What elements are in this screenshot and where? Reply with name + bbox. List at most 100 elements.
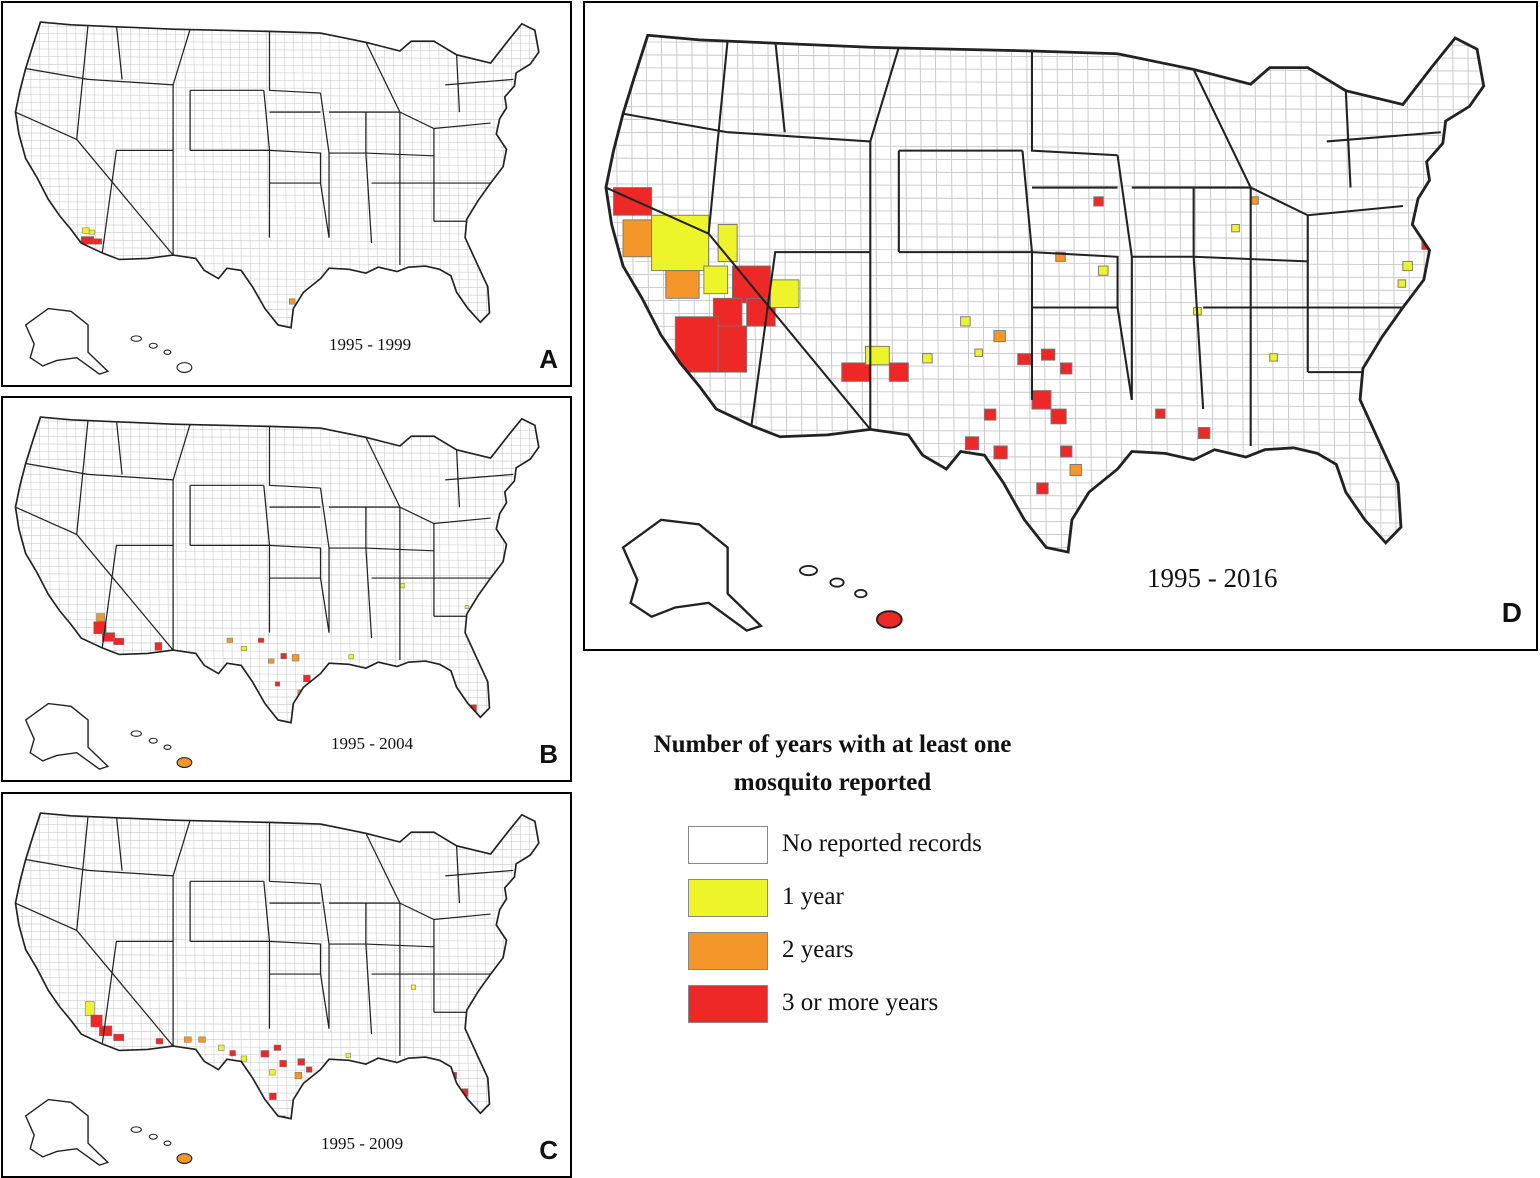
county-highlight (311, 681, 318, 688)
alaska-outline (621, 518, 764, 632)
county-highlight (167, 1114, 177, 1119)
county-highlight (184, 1036, 192, 1043)
state-borders (15, 24, 514, 265)
legend-title: Number of years with at least one mosqui… (653, 731, 1012, 796)
us-county-map-a (14, 21, 540, 375)
county-highlight (983, 408, 997, 421)
county-highlight (113, 1033, 125, 1041)
hawaii-island (176, 362, 193, 373)
county-highlight (1365, 557, 1376, 568)
legend-swatch-1-year (688, 879, 768, 917)
county-highlight (303, 674, 311, 683)
hawaii-island (130, 730, 142, 737)
county-highlight (473, 1115, 479, 1119)
legend-item-none: No reported records (688, 826, 1068, 868)
county-highlight (964, 436, 980, 451)
county-highlight (240, 646, 248, 651)
years-label-d: 1995 - 2016 (1147, 563, 1278, 593)
county-highlight (260, 1110, 269, 1119)
county-highlight (90, 1014, 103, 1028)
county-highlight (1036, 482, 1049, 495)
hawaii-island (148, 737, 158, 744)
county-highlight (453, 692, 460, 700)
county-highlight (1440, 154, 1449, 164)
county-highlight (279, 1060, 287, 1068)
county-highlight (1155, 408, 1166, 419)
county-highlight (479, 330, 484, 334)
county-highlight (155, 1038, 164, 1045)
county-highlight (167, 714, 177, 723)
county-highlight (1397, 279, 1407, 288)
county-highlight (154, 642, 163, 651)
panel-letter-c: C (539, 1135, 558, 1165)
county-highlight (974, 348, 983, 357)
county-highlight (988, 533, 1002, 546)
county-highlight (294, 1072, 303, 1080)
county-highlight (306, 1066, 313, 1073)
county-highlight (80, 236, 95, 245)
legend-swatch-none (688, 826, 768, 864)
years-label-c: 1995 - 2009 (321, 1134, 404, 1153)
hawaii-island (148, 342, 158, 349)
county-highlight (478, 719, 485, 723)
county-highlight (993, 330, 1006, 343)
county-highlight (1335, 500, 1351, 515)
county-highlight (613, 187, 653, 216)
county-highlight (1416, 210, 1426, 219)
county-highlight (1022, 557, 1035, 570)
state-borders (15, 815, 514, 1056)
county-highlight (257, 637, 265, 643)
county-highlight (1050, 408, 1067, 425)
alaska-outline (24, 307, 110, 375)
us-outline (604, 33, 1486, 554)
legend-label-2-years: 2 years (782, 936, 854, 963)
county-highlight (888, 362, 909, 382)
legend-label-3-plus-years: 3 or more years (782, 989, 939, 1016)
legend-label-none: No reported records (782, 830, 982, 857)
county-highlight (93, 238, 102, 245)
county-highlight (841, 362, 871, 382)
county-highlight (399, 583, 405, 589)
county-highlight (869, 445, 885, 462)
map-legend: Number of years with at least one mosqui… (640, 726, 1060, 1023)
us-county-map-d (604, 33, 1486, 632)
years-label-b: 1995 - 2004 (331, 734, 414, 753)
county-highlight (257, 340, 264, 345)
years-label-a: 1995 - 1999 (329, 335, 412, 354)
hawaii-island (876, 610, 903, 629)
hawaii-island (148, 1133, 158, 1140)
county-highlight (96, 613, 105, 622)
state-borders (605, 39, 1441, 446)
hawaii-island (854, 589, 868, 599)
county-highlight (88, 229, 96, 235)
county-highlight (964, 519, 983, 536)
county-highlight (260, 1050, 270, 1058)
hawaii-island (176, 757, 193, 768)
hawaii-island (163, 744, 172, 750)
hawaii-island (798, 565, 818, 577)
county-highlight (960, 316, 971, 327)
county-highlight (1031, 390, 1052, 410)
county-highlight (1069, 463, 1082, 476)
county-highlight (865, 345, 890, 366)
county-highlight (269, 1092, 277, 1100)
map-panel-d: 1995 - 2016 D (583, 1, 1538, 651)
county-highlight (257, 714, 265, 721)
panel-letter-d: D (1501, 597, 1522, 628)
county-highlight (1321, 482, 1333, 497)
legend-item-3-plus-years: 3 or more years (688, 985, 1068, 1027)
alaska-outline (24, 1098, 110, 1166)
county-highlight (269, 1069, 276, 1076)
hawaii-island (130, 335, 142, 342)
county-highlight (1197, 427, 1211, 440)
county-highlight (1093, 196, 1104, 207)
county-highlight (410, 984, 417, 990)
county-highlight (99, 1025, 113, 1037)
county-highlight (84, 1001, 95, 1016)
county-highlight (922, 353, 933, 364)
county-highlight (291, 654, 300, 662)
us-landmass (605, 35, 1484, 553)
county-highlight (218, 1044, 225, 1051)
panel-letter-a: A (539, 344, 558, 374)
legend-swatch-3-plus-years (688, 985, 768, 1023)
